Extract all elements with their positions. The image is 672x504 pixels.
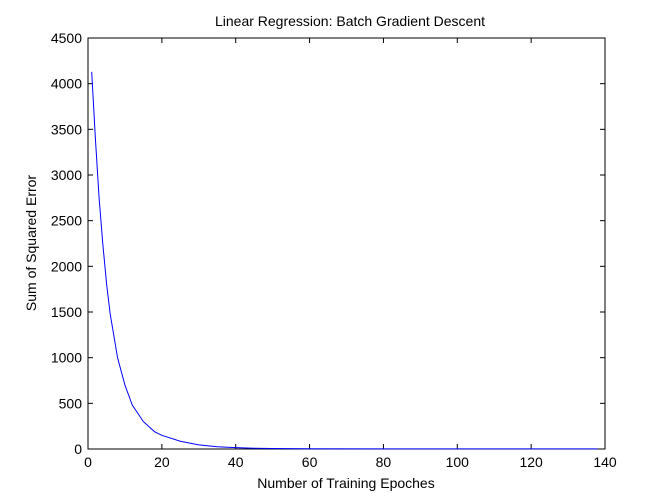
plot-area: [87, 37, 606, 450]
series-line: [91, 71, 598, 450]
y-tick-label: 4500: [51, 30, 82, 46]
y-tick-label: 1500: [51, 304, 82, 320]
y-tick-label: 3500: [51, 121, 82, 137]
y-tick-label: 0: [74, 441, 82, 457]
y-tick-label: 2000: [51, 258, 82, 274]
x-tick-label: 20: [154, 454, 170, 470]
series-layer: [91, 71, 598, 450]
x-tick-label: 0: [84, 454, 92, 470]
x-tick-label: 140: [593, 454, 617, 470]
x-axis-title: Number of Training Epoches: [257, 475, 434, 491]
y-tick-label: 4000: [51, 76, 82, 92]
x-tick-label: 120: [519, 454, 543, 470]
x-tick-label: 100: [446, 454, 470, 470]
x-tick-label: 60: [302, 454, 318, 470]
x-tick-label: 80: [376, 454, 392, 470]
x-axis: 0 20 40 60 80 100 120 140: [84, 38, 617, 470]
y-axis-title: Sum of Squared Error: [23, 175, 39, 312]
y-tick-label: 3000: [51, 167, 82, 183]
y-axis: 0 500 1000 1500 2000 2500 3000 3500 4000 4500: [51, 30, 605, 457]
y-tick-label: 500: [59, 395, 83, 411]
y-tick-label: 2500: [51, 213, 82, 229]
chart-title: Linear Regression: Batch Gradient Descen…: [215, 13, 485, 29]
x-tick-label: 40: [228, 454, 244, 470]
y-tick-label: 1000: [51, 350, 82, 366]
